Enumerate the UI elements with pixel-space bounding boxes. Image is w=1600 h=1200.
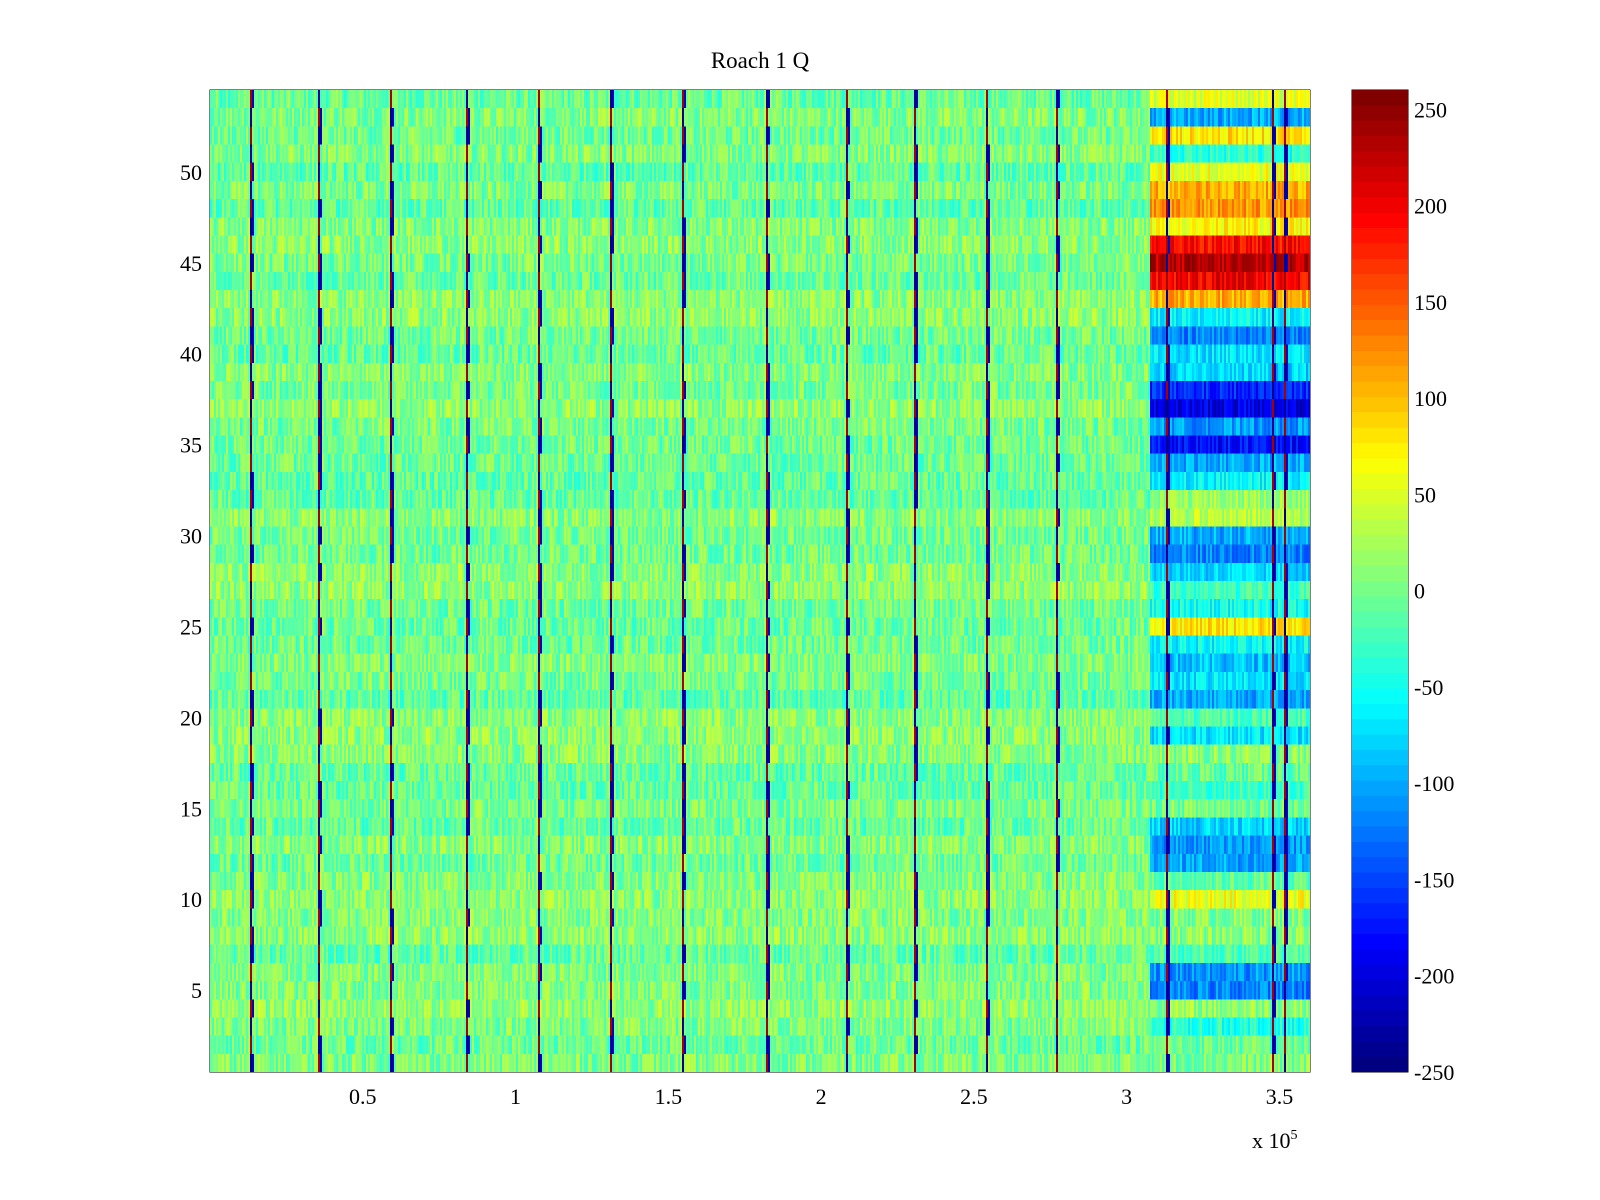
y-tick-label: 20 [180,705,202,730]
x-tick-label: 2.5 [960,1084,988,1109]
colorbar-gradient [1352,90,1408,1072]
y-axis-ticks: 5 10 15 20 25 30 35 40 45 50 [180,160,1310,1003]
x-tick-label: 1.5 [655,1084,683,1109]
y-tick-label: 15 [180,796,202,821]
x-tick-label: 3.5 [1266,1084,1294,1109]
colorbar-tick-label: -250 [1414,1060,1454,1085]
colorbar-tick-label: 200 [1414,194,1447,219]
y-tick-label: 5 [191,978,202,1003]
y-tick-label: 25 [180,614,202,639]
y-tick-label: 10 [180,887,202,912]
x-tick-label: 1 [510,1084,521,1109]
x-axis-multiplier: x 105 [1252,1128,1298,1153]
colorbar-tick-label: 100 [1414,386,1447,411]
heatmap-image [210,90,1310,1072]
colorbar-tick-label: 0 [1414,579,1425,604]
x-tick-label: 3 [1121,1084,1132,1109]
y-tick-label: 40 [180,342,202,367]
colorbar-tick-label: -50 [1414,675,1443,700]
colorbar-tick-label: -100 [1414,771,1454,796]
colorbar-tick-label: -200 [1414,964,1454,989]
colorbar-tick-label: 50 [1414,482,1436,507]
colorbar-ticks: 250 200 150 100 50 0 -50 -100 -150 -200 -250 [1352,97,1454,1085]
colorbar-tick-label: -150 [1414,867,1454,892]
colorbar-tick-label: 250 [1414,97,1447,122]
colorbar-tick-label: 150 [1414,290,1447,315]
y-tick-label: 45 [180,251,202,276]
x-tick-label: 2 [816,1084,827,1109]
x-tick-label: 0.5 [349,1084,377,1109]
y-tick-label: 30 [180,524,202,549]
chart-title: Roach 1 Q [711,48,810,73]
x-multiplier-base: x 10 [1252,1128,1291,1153]
y-tick-label: 35 [180,433,202,458]
y-tick-label: 50 [180,160,202,185]
x-multiplier-exponent: 5 [1291,1128,1298,1143]
